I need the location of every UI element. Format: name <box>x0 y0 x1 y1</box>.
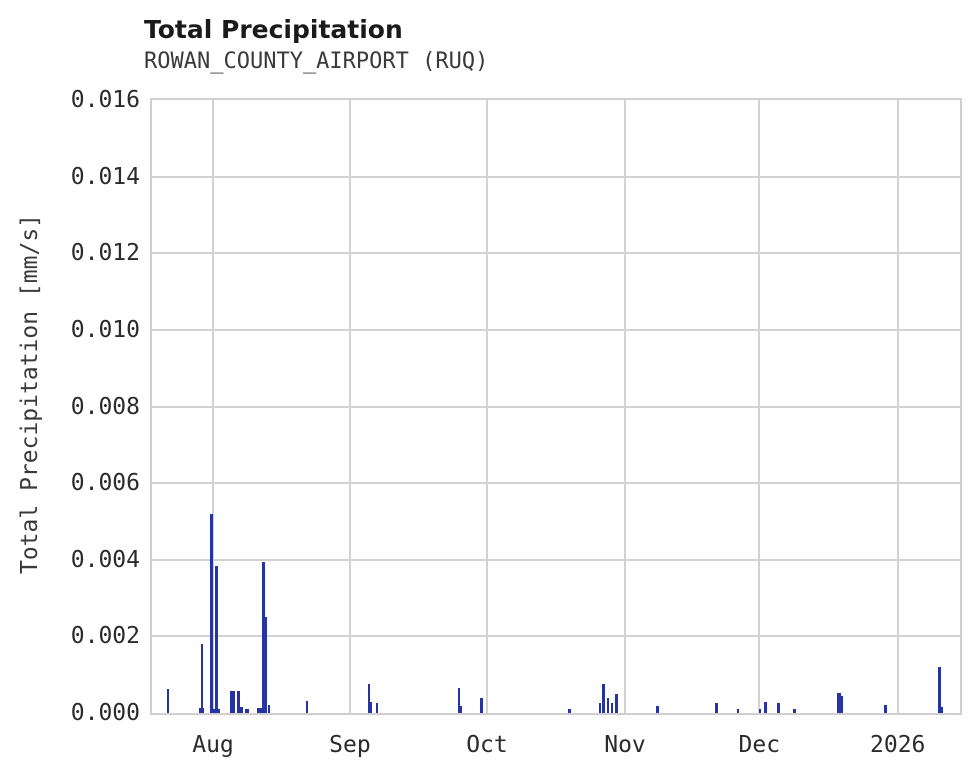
y-gridline <box>152 328 960 331</box>
precip-bar <box>457 688 460 713</box>
precip-bar <box>460 706 463 713</box>
x-gridline <box>348 100 351 713</box>
y-tick-label: 0.016 <box>70 87 140 113</box>
y-tick-label: 0.014 <box>70 163 140 190</box>
precip-bar <box>215 565 219 713</box>
x-tick-label: Nov <box>604 732 646 758</box>
precip-bar <box>776 703 780 713</box>
precip-bar <box>256 708 266 713</box>
y-tick-label: 0.012 <box>70 240 140 267</box>
y-gridline <box>152 635 960 638</box>
precip-bar <box>614 693 618 713</box>
precip-bar <box>840 696 843 713</box>
x-gridline <box>485 100 488 713</box>
plot-area <box>150 98 962 715</box>
x-tick-label: 2026 <box>870 732 926 758</box>
y-tick-label: 0.010 <box>70 316 140 343</box>
precip-bar <box>306 700 309 713</box>
x-gridline <box>896 100 899 713</box>
precip-bar <box>792 709 796 713</box>
y-tick-label: 0.000 <box>70 700 140 726</box>
precip-bar <box>370 701 373 713</box>
precip-bar <box>245 709 250 713</box>
precip-bar <box>599 703 602 713</box>
precip-bar <box>655 706 659 713</box>
precip-bar <box>210 513 214 713</box>
precip-bar <box>261 561 265 713</box>
x-gridline <box>212 100 214 713</box>
precip-bar <box>267 705 270 713</box>
precip-bar <box>201 644 203 713</box>
page-title: Total Precipitation <box>144 15 403 44</box>
y-gridline <box>152 482 960 485</box>
precip-bar <box>836 692 841 713</box>
x-tick-label: Aug <box>192 732 234 758</box>
precip-bar <box>606 697 609 713</box>
precip-bar <box>715 703 719 713</box>
y-gridline <box>152 252 960 255</box>
precip-bar <box>568 709 572 713</box>
y-gridline <box>152 558 960 561</box>
x-tick-labels: Aug Sep Oct Nov Dec 2026 <box>152 733 960 763</box>
y-gridline <box>152 405 960 408</box>
precip-bar <box>940 707 944 713</box>
y-tick-label: 0.004 <box>70 546 140 573</box>
y-tick-label: 0.008 <box>70 393 140 420</box>
y-gridline <box>152 175 960 178</box>
precip-bar <box>368 684 371 713</box>
precip-bar <box>602 684 606 713</box>
precip-bar <box>166 689 169 713</box>
precip-bar <box>763 701 767 713</box>
precip-bar <box>236 690 240 713</box>
precip-bar <box>938 667 942 713</box>
precip-bar <box>759 709 762 713</box>
station-subtitle: ROWAN_COUNTY_AIRPORT (RUQ) <box>144 49 489 74</box>
precip-bar <box>736 709 739 713</box>
x-tick-label: Sep <box>329 732 371 758</box>
y-tick-label: 0.002 <box>70 623 140 650</box>
precip-bar <box>610 703 613 713</box>
precip-bar <box>479 697 483 713</box>
precip-bar <box>230 690 236 713</box>
precip-bar <box>883 705 887 713</box>
precip-bar <box>375 703 378 713</box>
y-tick-labels: 0.000 0.002 0.004 0.006 0.008 0.010 0.012 0.014… <box>0 88 140 725</box>
x-gridline <box>758 100 761 713</box>
x-gridline <box>624 100 626 713</box>
precip-bar <box>239 707 243 713</box>
x-tick-label: Oct <box>466 732 508 758</box>
precip-bar <box>264 617 267 713</box>
y-tick-label: 0.006 <box>70 470 140 497</box>
x-tick-label: Dec <box>738 732 781 758</box>
